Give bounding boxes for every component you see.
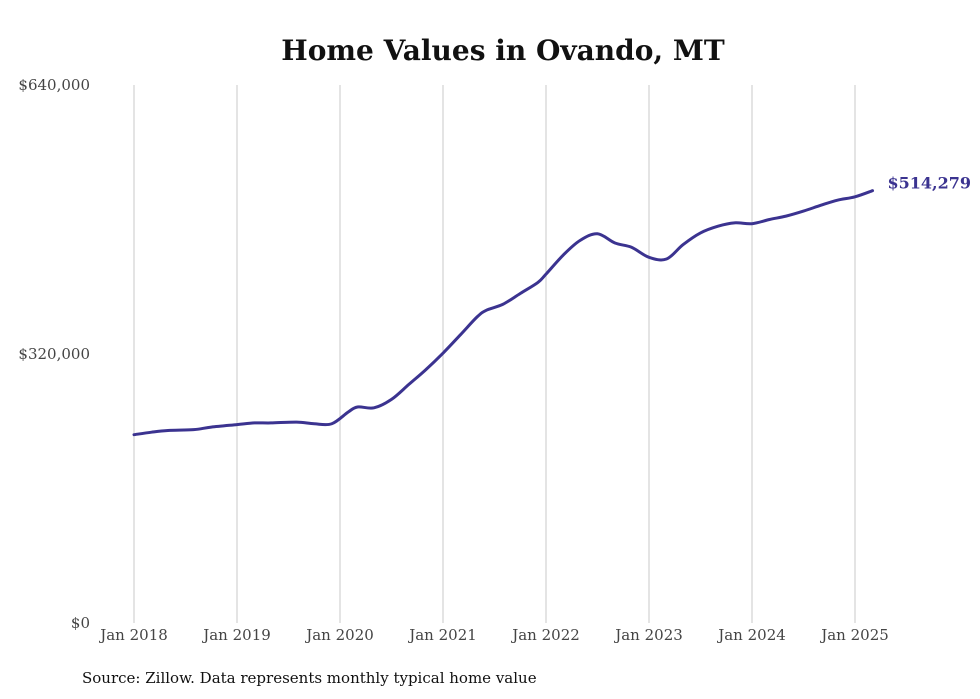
x-tick-label: Jan 2025 (819, 626, 889, 644)
chart-title: Home Values in Ovando, MT (281, 34, 725, 67)
y-tick-label: $640,000 (18, 76, 90, 94)
y-tick-label: $0 (71, 614, 90, 632)
source-note: Source: Zillow. Data represents monthly … (82, 669, 537, 687)
series-end-label: $514,279 (888, 174, 972, 193)
x-tick-label: Jan 2022 (510, 626, 580, 644)
y-tick-label: $320,000 (18, 345, 90, 363)
x-tick-label: Jan 2024 (716, 626, 786, 644)
y-axis-ticks: $0 $320,000 $640,000 (18, 76, 90, 632)
x-axis-ticks: Jan 2018 Jan 2019 Jan 2020 Jan 2021 Jan 2022… (98, 626, 889, 644)
x-tick-label: Jan 2018 (98, 626, 168, 644)
x-tick-label: Jan 2023 (613, 626, 683, 644)
gridlines (133, 85, 856, 623)
x-tick-label: Jan 2019 (201, 626, 271, 644)
series-line-0 (132, 189, 875, 437)
series-layer: $514,279 (132, 174, 972, 437)
x-tick-label: Jan 2020 (304, 626, 374, 644)
x-tick-label: Jan 2021 (407, 626, 477, 644)
